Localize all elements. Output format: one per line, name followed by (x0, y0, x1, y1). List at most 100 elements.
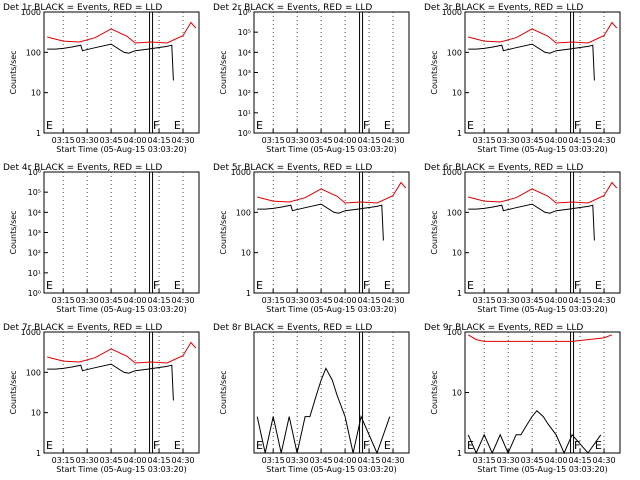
x-tick-label: 04:30 (381, 296, 404, 305)
y-tick-label: 10 (31, 409, 41, 418)
x-tick-label: 04:15 (148, 136, 171, 145)
lld-series-line (257, 181, 407, 204)
x-tick-label: 03:45 (100, 296, 123, 305)
x-tick-label: 03:45 (310, 296, 333, 305)
y-tick-label: 10² (238, 89, 251, 98)
y-tick-label: 1 (457, 449, 462, 458)
lld-series-line (467, 334, 613, 342)
x-tick-label: 03:30 (76, 136, 99, 145)
y-tick-label: 10⁰ (28, 289, 41, 298)
event-marker-e: E (595, 119, 602, 132)
x-axis-label: Start Time (05-Aug-15 03:03:20) (266, 145, 397, 154)
y-axis-label: Counts/sec (9, 50, 18, 94)
chart-title: Det 7r BLACK = Events, RED = LLD (3, 323, 162, 333)
plot-frame (464, 331, 621, 454)
x-axis-label: Start Time (05-Aug-15 03:03:20) (56, 465, 187, 474)
y-tick-label: 10 (31, 89, 41, 98)
events-series-line (467, 409, 602, 455)
x-tick-label: 04:15 (148, 456, 171, 465)
x-axis-label: Start Time (05-Aug-15 03:03:20) (266, 465, 397, 474)
event-marker-f: F (363, 279, 369, 292)
x-tick-label: 04:15 (569, 136, 592, 145)
event-marker-f: F (153, 119, 159, 132)
x-axis-label: Start Time (05-Aug-15 03:03:20) (477, 145, 608, 154)
chart-panel-4: Det 4r BLACK = Events, RED = LLD 10⁰ 10¹ 10… (3, 163, 200, 314)
events-series-line (47, 363, 174, 401)
x-tick-label: 03:30 (286, 296, 309, 305)
lld-series-line (468, 21, 618, 44)
y-tick-label: 1 (457, 129, 462, 138)
plot-frame (464, 171, 621, 294)
x-tick-label: 04:00 (124, 296, 147, 305)
event-marker-e: E (384, 119, 391, 132)
chart-title: Det 2r BLACK = Events, RED = LLD (213, 3, 372, 13)
y-tick-label: 10 (452, 249, 462, 258)
y-tick-label: 100 (447, 208, 462, 217)
event-marker-e: E (384, 279, 391, 292)
y-tick-label: 10 (241, 249, 251, 258)
x-tick-label: 03:15 (473, 456, 496, 465)
y-axis-label: Counts/sec (9, 370, 18, 414)
x-axis-label: Start Time (05-Aug-15 03:03:20) (477, 305, 608, 314)
events-series-line (47, 43, 174, 81)
chart-title: Det 3r BLACK = Events, RED = LLD (424, 3, 583, 13)
event-marker-e: E (384, 439, 391, 452)
x-tick-label: 04:15 (569, 296, 592, 305)
event-marker-f: F (153, 439, 159, 452)
x-tick-label: 04:00 (334, 136, 357, 145)
x-tick-label: 04:30 (171, 136, 194, 145)
x-tick-label: 03:15 (262, 296, 285, 305)
x-axis-label: Start Time (05-Aug-15 03:03:20) (56, 305, 187, 314)
y-tick-label: 10³ (238, 69, 251, 78)
y-axis-label: Counts/sec (219, 50, 228, 94)
plot-frame (253, 331, 410, 454)
chart-title: Det 1r BLACK = Events, RED = LLD (3, 3, 162, 13)
x-tick-label: 03:15 (52, 136, 75, 145)
event-marker-e: E (174, 119, 181, 132)
x-axis-label: Start Time (05-Aug-15 03:03:20) (266, 305, 397, 314)
y-tick-label: 1 (36, 129, 41, 138)
y-tick-label: 100 (447, 328, 462, 337)
event-marker-f: F (363, 119, 369, 132)
x-tick-label: 04:00 (334, 456, 357, 465)
x-tick-label: 03:30 (286, 456, 309, 465)
x-tick-label: 04:00 (124, 456, 147, 465)
chart-panel-1: Det 1r BLACK = Events, RED = LLD 1 10 100 10… (3, 3, 200, 154)
y-tick-label: 10⁶ (238, 8, 251, 17)
event-marker-e: E (595, 439, 602, 452)
y-axis-label: Counts/sec (430, 370, 439, 414)
x-tick-label: 03:15 (473, 136, 496, 145)
x-tick-label: 03:30 (286, 136, 309, 145)
x-tick-label: 03:15 (52, 296, 75, 305)
x-tick-label: 04:15 (358, 296, 381, 305)
x-tick-label: 04:15 (358, 136, 381, 145)
lld-series-line (47, 21, 197, 44)
y-tick-label: 10⁵ (238, 28, 251, 37)
x-tick-label: 04:15 (148, 296, 171, 305)
x-tick-label: 04:00 (334, 296, 357, 305)
events-series-line (257, 203, 384, 241)
event-marker-e: E (174, 279, 181, 292)
y-tick-label: 10³ (28, 229, 41, 238)
x-tick-label: 04:30 (592, 456, 615, 465)
y-tick-label: 100 (26, 368, 41, 377)
x-tick-label: 04:30 (381, 136, 404, 145)
event-marker-e: E (46, 439, 53, 452)
y-tick-label: 1000 (442, 8, 462, 17)
x-tick-label: 03:15 (262, 456, 285, 465)
y-axis-label: Counts/sec (430, 50, 439, 94)
y-tick-label: 10 (452, 89, 462, 98)
x-tick-label: 03:45 (310, 456, 333, 465)
y-tick-label: 10¹ (28, 269, 41, 278)
y-tick-label: 10⁴ (238, 48, 251, 57)
chart-title: Det 5r BLACK = Events, RED = LLD (213, 163, 372, 173)
events-series-line (468, 203, 595, 241)
y-tick-label: 1000 (442, 168, 462, 177)
y-tick-label: 10² (28, 249, 41, 258)
y-tick-label: 10¹ (238, 109, 251, 118)
x-tick-label: 04:30 (592, 296, 615, 305)
y-axis-label: Counts/sec (9, 210, 18, 254)
plot-frame (43, 331, 200, 454)
x-tick-label: 03:30 (76, 296, 99, 305)
y-axis-label: Counts/sec (219, 210, 228, 254)
